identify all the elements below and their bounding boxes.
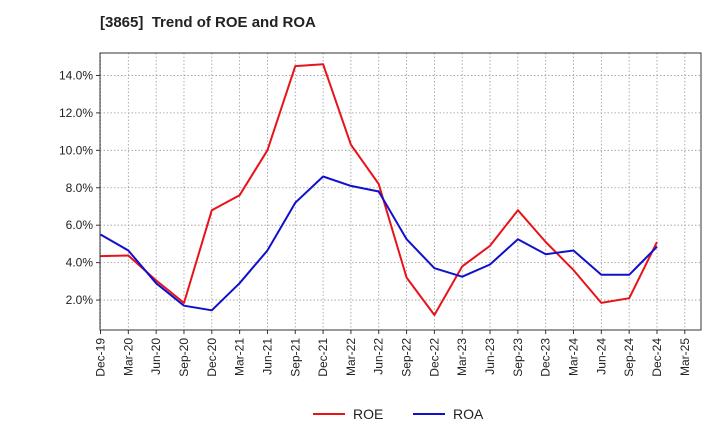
series-line-roe <box>100 63 658 316</box>
x-tick-label: Mar-23 <box>455 338 469 376</box>
y-tick-label: 4.0% <box>66 256 94 270</box>
chart-title: [3865] Trend of ROE and ROA <box>100 14 316 31</box>
x-tick-label: Jun-22 <box>372 338 386 375</box>
y-tick-label: 10.0% <box>59 143 93 157</box>
x-tick-label: Jun-23 <box>483 338 497 375</box>
y-tick-label: 6.0% <box>66 218 94 232</box>
x-tick-label: Mar-25 <box>678 338 692 376</box>
y-tick-label: 14.0% <box>59 68 93 82</box>
x-tick-label: Jun-20 <box>149 338 163 375</box>
x-tick-label: Jun-21 <box>260 338 274 375</box>
series-layer <box>100 63 658 316</box>
x-tick-label: Mar-24 <box>567 338 581 376</box>
legend: ROE ROA <box>313 406 484 422</box>
x-tick-label: Dec-19 <box>94 338 108 377</box>
x-tick-label: Dec-22 <box>427 338 441 377</box>
x-tick-label: Dec-24 <box>650 338 664 377</box>
x-tick-label: Mar-21 <box>233 338 247 376</box>
plot-area <box>100 53 701 330</box>
legend-label-roa: ROA <box>453 406 484 422</box>
x-tick-label: Sep-24 <box>622 338 636 377</box>
x-tick-label: Sep-20 <box>177 338 191 377</box>
x-tick-label: Sep-23 <box>511 338 525 377</box>
y-tick-label: 12.0% <box>59 106 93 120</box>
x-tick-label: Mar-20 <box>121 338 135 376</box>
x-tick-label: Dec-21 <box>316 338 330 377</box>
x-tick-label: Mar-22 <box>344 338 358 376</box>
plot-frame <box>99 52 702 331</box>
y-axis: 2.0% 4.0% 6.0% 8.0% 10.0% 12.0% 14.0% <box>59 68 100 307</box>
x-tick-label: Dec-20 <box>205 338 219 377</box>
series-line-roa <box>100 175 658 312</box>
x-tick-label: Sep-22 <box>400 338 414 377</box>
x-tick-label: Dec-23 <box>539 338 553 377</box>
y-tick-label: 8.0% <box>66 181 94 195</box>
x-axis: Dec-19 Mar-20 Jun-20 Sep-20 Dec-20 Mar-21 Jun-… <box>94 330 692 377</box>
x-tick-label: Jun-24 <box>594 338 608 375</box>
x-tick-label: Sep-21 <box>288 338 302 377</box>
y-tick-label: 2.0% <box>66 293 94 307</box>
legend-label-roe: ROE <box>353 406 383 422</box>
